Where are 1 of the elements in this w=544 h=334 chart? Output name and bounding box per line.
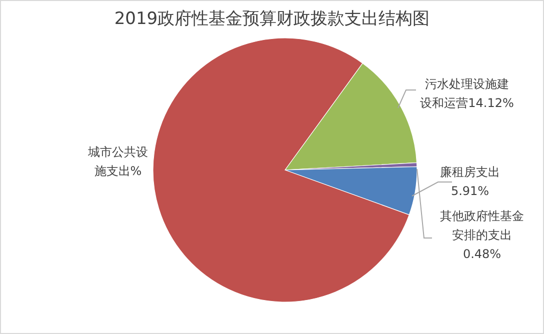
title: 2019政府性基金预算财政拨款支出结构图 [114, 9, 430, 29]
